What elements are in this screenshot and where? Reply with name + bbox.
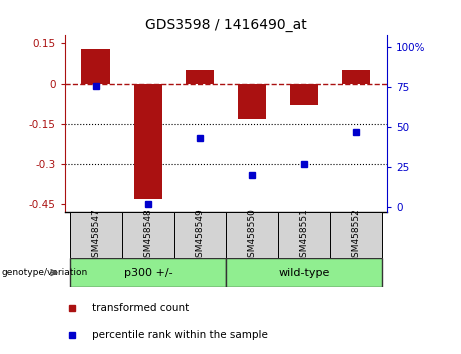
Text: wild-type: wild-type [278, 268, 330, 278]
Bar [122, 212, 174, 258]
Text: percentile rank within the sample: percentile rank within the sample [92, 330, 268, 340]
Title: GDS3598 / 1416490_at: GDS3598 / 1416490_at [145, 18, 307, 32]
Text: GSM458550: GSM458550 [248, 208, 256, 263]
Text: GSM458551: GSM458551 [300, 208, 308, 263]
Text: transformed count: transformed count [92, 303, 189, 313]
Bar [134, 84, 162, 199]
Text: GSM458549: GSM458549 [195, 208, 204, 263]
Bar [278, 212, 330, 258]
Bar [342, 70, 370, 84]
Bar [290, 84, 318, 105]
Bar [226, 258, 382, 287]
Text: GSM458548: GSM458548 [143, 208, 152, 263]
Text: GSM458552: GSM458552 [351, 208, 361, 263]
Bar [330, 212, 382, 258]
Bar [70, 212, 122, 258]
Bar [70, 258, 226, 287]
Bar [174, 212, 226, 258]
Bar [226, 212, 278, 258]
Text: p300 +/-: p300 +/- [124, 268, 172, 278]
Bar [185, 70, 214, 84]
Text: GSM458547: GSM458547 [91, 208, 100, 263]
Bar [82, 49, 110, 84]
Bar [237, 84, 266, 119]
Text: genotype/variation: genotype/variation [1, 268, 88, 277]
